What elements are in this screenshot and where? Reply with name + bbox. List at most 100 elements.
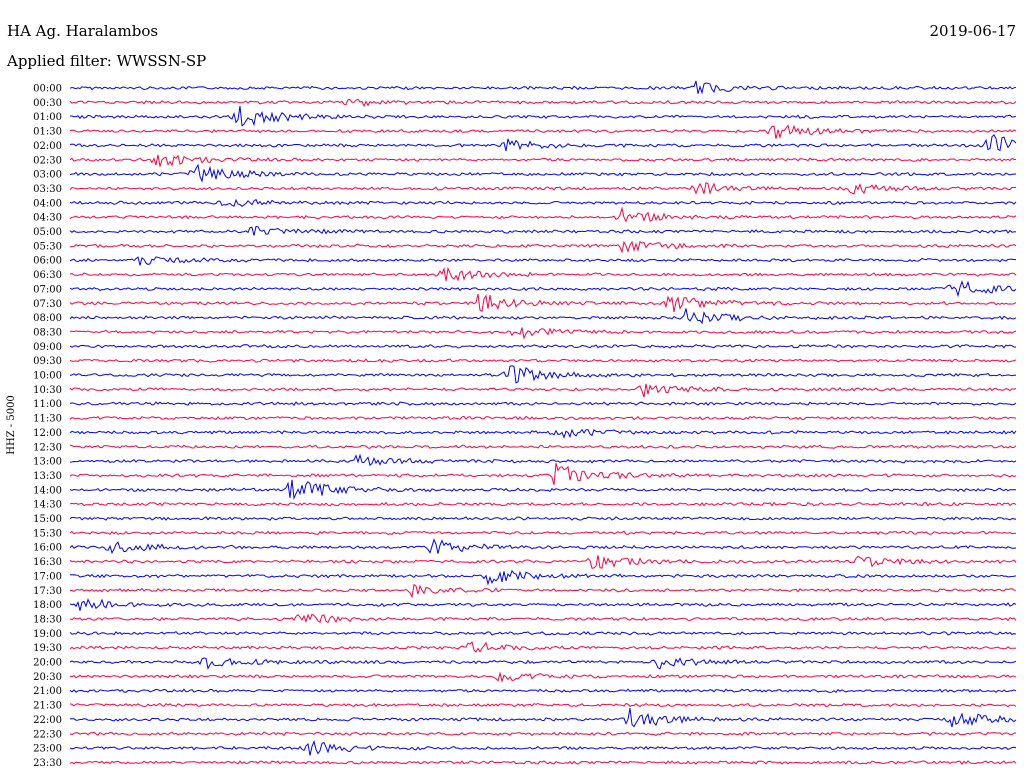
record-date: 2019-06-17	[929, 22, 1016, 40]
trace-row-0900	[69, 344, 1016, 349]
tick-label-0500: 05:00	[33, 227, 62, 238]
trace-row-1230	[69, 444, 1017, 449]
channel-label: HHZ - 5000	[6, 395, 17, 455]
trace-row-1500	[69, 516, 1017, 521]
tick-label-1930: 19:30	[33, 643, 62, 654]
tick-label-1100: 11:00	[33, 399, 62, 410]
tick-label-0630: 06:30	[33, 270, 62, 281]
trace-row-0330	[69, 181, 1017, 195]
tick-label-0800: 08:00	[33, 313, 62, 324]
trace-row-2200	[69, 708, 1017, 728]
trace-row-1000	[69, 365, 1016, 384]
trace-row-0030	[69, 98, 1017, 108]
tick-label-1430: 14:30	[33, 500, 62, 511]
trace-row-1800	[69, 598, 1017, 611]
trace-row-0500	[69, 225, 1017, 236]
tick-label-2230: 22:30	[33, 729, 62, 740]
trace-row-1930	[69, 640, 1017, 653]
tick-label-2030: 20:30	[33, 672, 62, 683]
trace-row-0600	[69, 256, 1016, 266]
trace-row-2100	[69, 688, 1017, 694]
trace-row-1900	[69, 630, 1017, 636]
trace-row-1130	[69, 415, 1017, 421]
trace-row-2130	[69, 702, 1017, 708]
trace-row-2000	[69, 657, 1017, 670]
tick-label-2000: 20:00	[33, 658, 62, 669]
station-name: HA Ag. Haralambos	[7, 22, 159, 40]
tick-label-2330: 23:30	[33, 758, 62, 769]
tick-label-0030: 00:30	[33, 98, 62, 109]
trace-row-1600	[69, 538, 1017, 555]
tick-label-1400: 14:00	[33, 485, 62, 496]
trace-row-1430	[69, 501, 1017, 507]
trace-row-0930	[69, 358, 1017, 364]
tick-label-1330: 13:30	[33, 471, 62, 482]
tick-label-1530: 15:30	[33, 528, 62, 539]
tick-label-1000: 10:00	[33, 371, 62, 382]
applied-filter: Applied filter: WWSSN-SP	[7, 52, 207, 70]
tick-label-0200: 02:00	[33, 141, 62, 152]
tick-label-2300: 23:00	[33, 744, 62, 755]
trace-row-0800	[69, 308, 1017, 325]
tick-label-0100: 01:00	[33, 112, 62, 123]
trace-row-0700	[69, 280, 1017, 298]
trace-row-0100	[70, 105, 1017, 127]
tick-label-0130: 01:30	[33, 127, 62, 138]
tick-label-1130: 11:30	[33, 414, 62, 425]
tick-label-1800: 18:00	[33, 600, 62, 611]
tick-label-1200: 12:00	[33, 428, 62, 439]
tick-label-0300: 03:00	[33, 170, 62, 181]
tick-label-2200: 22:00	[33, 715, 62, 726]
tick-label-0430: 04:30	[33, 213, 62, 224]
trace-row-1400	[69, 479, 1017, 500]
tick-label-1230: 12:30	[33, 442, 62, 453]
tick-label-0930: 09:30	[33, 356, 62, 367]
trace-row-0200	[69, 134, 1017, 152]
tick-label-1730: 17:30	[33, 586, 62, 597]
tick-label-1700: 17:00	[33, 571, 62, 582]
tick-label-1630: 16:30	[33, 557, 62, 568]
trace-row-0400	[69, 198, 1017, 208]
trace-row-0730	[69, 293, 1017, 312]
trace-row-2300	[69, 740, 1017, 756]
trace-row-0230	[69, 154, 1017, 167]
trace-row-0130	[69, 124, 1017, 140]
tick-label-2100: 21:00	[33, 686, 62, 697]
tick-label-0000: 00:00	[33, 84, 62, 95]
tick-label-0230: 02:30	[33, 155, 62, 166]
tick-label-0330: 03:30	[33, 184, 62, 195]
trace-row-0630	[69, 266, 1017, 282]
tick-label-0400: 04:00	[33, 198, 62, 209]
tick-label-1830: 18:30	[33, 614, 62, 625]
trace-row-1700	[69, 569, 1017, 586]
tick-label-1300: 13:00	[33, 457, 62, 468]
trace-row-1630	[69, 555, 1017, 569]
tick-label-1030: 10:30	[33, 385, 62, 396]
trace-row-0300	[69, 163, 1017, 183]
trace-row-0830	[69, 327, 1017, 340]
trace-row-1830	[69, 613, 1017, 624]
trace-row-0530	[69, 240, 1017, 254]
trace-row-1300	[69, 453, 1017, 467]
trace-row-0000	[69, 80, 1017, 95]
tick-label-0700: 07:00	[33, 284, 62, 295]
trace-row-2330	[69, 760, 1017, 765]
tick-label-2130: 21:30	[33, 701, 62, 712]
trace-row-2230	[69, 731, 1017, 737]
time-tick-labels: 00:00 00:30 01:00 01:30 02:00 02:30 03:00 03:30…	[33, 84, 62, 769]
tick-label-1500: 15:00	[33, 514, 62, 525]
seismogram-traces	[69, 80, 1017, 765]
tick-label-0830: 08:30	[33, 327, 62, 338]
tick-label-0530: 05:30	[33, 241, 62, 252]
trace-row-0430	[69, 206, 1017, 223]
trace-row-2030	[69, 671, 1017, 683]
tick-label-1900: 19:00	[33, 629, 62, 640]
trace-row-1100	[69, 401, 1017, 407]
trace-row-1200	[69, 428, 1017, 439]
tick-label-0600: 06:00	[33, 256, 62, 267]
trace-row-1730	[70, 583, 1017, 599]
tick-label-0900: 09:00	[33, 342, 62, 353]
trace-row-1330	[69, 462, 1017, 486]
tick-label-1600: 16:00	[33, 543, 62, 554]
